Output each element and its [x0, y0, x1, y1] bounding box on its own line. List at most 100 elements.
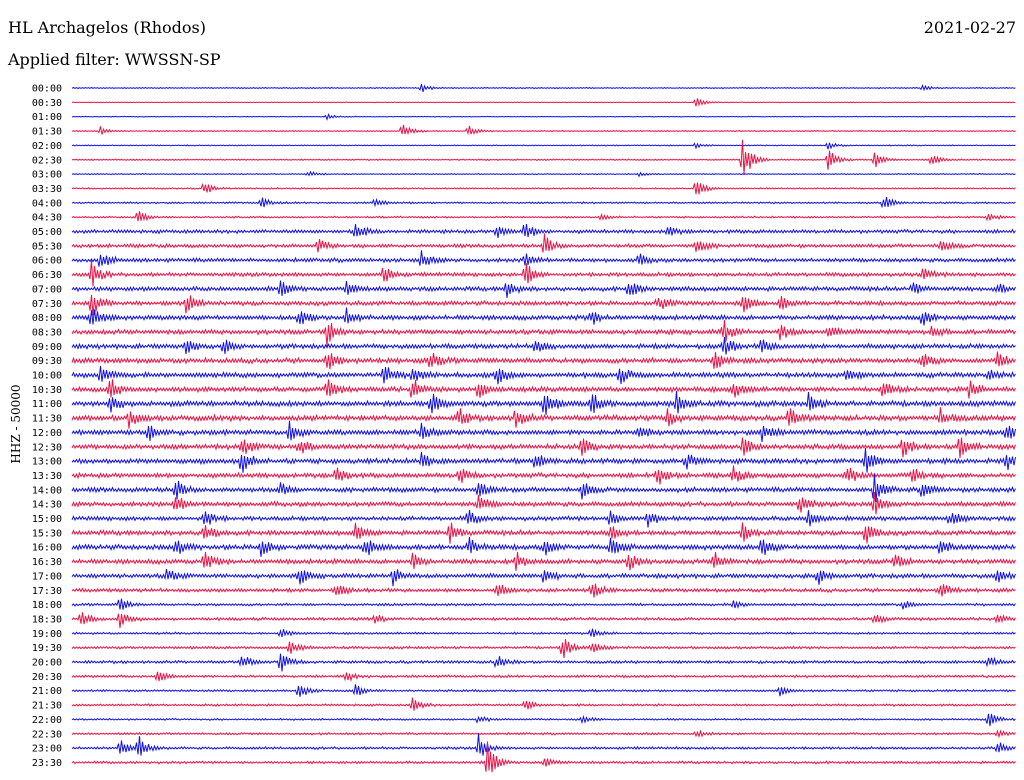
seismic-trace — [71, 233, 1016, 253]
seismic-trace — [71, 713, 1016, 727]
seismic-trace — [71, 182, 1016, 195]
trace-time-label: 12:30 — [32, 442, 62, 453]
trace-time-label: 02:00 — [32, 141, 62, 152]
trace-time-label: 02:30 — [32, 155, 62, 166]
trace-time-label: 13:30 — [32, 471, 62, 482]
seismic-trace — [71, 124, 1016, 136]
trace-time-label: 20:30 — [32, 672, 62, 683]
trace-time-label: 08:00 — [32, 313, 62, 324]
trace-time-label: 16:00 — [32, 543, 62, 554]
trace-time-label: 10:30 — [32, 385, 62, 396]
seismic-trace — [71, 98, 1016, 107]
trace-time-label: 19:30 — [32, 643, 62, 654]
trace-time-label: 20:00 — [32, 658, 62, 669]
trace-time-label: 14:00 — [32, 485, 62, 496]
seismic-trace — [71, 320, 1016, 347]
trace-time-label: 00:00 — [32, 84, 62, 95]
trace-time-label: 15:00 — [32, 514, 62, 525]
trace-time-label: 07:00 — [32, 284, 62, 295]
seismic-trace — [71, 509, 1016, 528]
trace-time-label: 21:00 — [32, 686, 62, 697]
trace-time-label: 15:30 — [32, 528, 62, 539]
seismic-trace — [71, 671, 1016, 683]
seismic-trace — [71, 83, 1016, 93]
trace-time-label: 01:00 — [32, 112, 62, 123]
seismic-trace — [71, 474, 1016, 502]
seismic-trace — [71, 465, 1016, 485]
seismic-trace — [71, 170, 1016, 178]
plot-date: 2021-02-27 — [923, 18, 1016, 37]
seismic-trace — [71, 733, 1016, 756]
seismic-trace — [71, 260, 1016, 287]
seismic-trace — [71, 628, 1016, 638]
trace-time-label: 03:30 — [32, 184, 62, 195]
seismic-trace — [71, 598, 1016, 610]
seismic-trace — [71, 307, 1016, 326]
trace-time-label: 18:30 — [32, 614, 62, 625]
seismic-trace — [71, 729, 1016, 739]
trace-time-label: 06:30 — [32, 270, 62, 281]
seismic-trace — [71, 447, 1016, 473]
trace-time-label: 06:00 — [32, 256, 62, 267]
seismic-trace — [71, 113, 1016, 121]
seismic-trace — [71, 583, 1016, 598]
filter-label: Applied filter: WWSSN-SP — [8, 50, 221, 69]
seismic-trace — [71, 612, 1016, 629]
trace-time-label: 05:00 — [32, 227, 62, 238]
seismic-trace — [71, 741, 1016, 773]
seismic-trace — [71, 142, 1016, 150]
seismic-trace — [71, 569, 1016, 587]
seismic-trace — [71, 551, 1016, 572]
seismic-trace — [71, 280, 1016, 298]
seismic-trace — [71, 224, 1016, 238]
trace-time-label: 13:00 — [32, 457, 62, 468]
trace-time-label: 23:30 — [32, 758, 62, 769]
seismic-trace — [71, 653, 1016, 672]
seismic-trace — [71, 638, 1016, 658]
seismic-trace — [71, 139, 1016, 175]
seismic-trace — [71, 492, 1016, 515]
trace-time-label: 09:30 — [32, 356, 62, 367]
seismic-trace — [71, 337, 1016, 355]
trace-time-label: 10:00 — [32, 371, 62, 382]
trace-time-label: 22:30 — [32, 729, 62, 740]
seismic-trace — [71, 211, 1016, 222]
seismic-trace — [71, 407, 1016, 429]
trace-time-label: 22:00 — [32, 715, 62, 726]
trace-time-label: 17:30 — [32, 586, 62, 597]
seismic-trace — [71, 294, 1016, 316]
seismic-trace — [71, 420, 1016, 442]
trace-time-label: 09:00 — [32, 342, 62, 353]
trace-time-label: 03:00 — [32, 170, 62, 181]
trace-time-label: 17:00 — [32, 571, 62, 582]
trace-time-label: 05:30 — [32, 241, 62, 252]
seismic-trace — [71, 365, 1016, 385]
trace-time-label: 16:30 — [32, 557, 62, 568]
trace-time-label: 04:00 — [32, 198, 62, 209]
trace-time-label: 11:30 — [32, 414, 62, 425]
seismic-trace — [71, 351, 1016, 370]
seismic-trace — [71, 379, 1016, 399]
trace-time-label: 04:30 — [32, 213, 62, 224]
seismic-trace — [71, 391, 1016, 416]
trace-time-label: 08:30 — [32, 327, 62, 338]
trace-time-label: 11:00 — [32, 399, 62, 410]
trace-time-label: 19:00 — [32, 629, 62, 640]
seismic-trace — [71, 697, 1016, 711]
trace-time-label: 00:30 — [32, 98, 62, 109]
trace-time-label: 18:00 — [32, 600, 62, 611]
trace-time-label: 21:30 — [32, 701, 62, 712]
seismic-trace — [71, 522, 1016, 544]
trace-time-label: 07:30 — [32, 299, 62, 310]
station-title: HL Archagelos (Rhodos) — [8, 18, 206, 37]
trace-time-label: 14:30 — [32, 500, 62, 511]
trace-time-label: 01:30 — [32, 127, 62, 138]
seismic-trace — [71, 684, 1016, 697]
trace-time-label: 23:00 — [32, 744, 62, 755]
trace-time-label: 12:00 — [32, 428, 62, 439]
seismic-trace — [71, 197, 1016, 209]
seismic-trace — [71, 437, 1016, 459]
seismic-trace — [71, 250, 1016, 267]
seismic-trace — [71, 537, 1016, 557]
